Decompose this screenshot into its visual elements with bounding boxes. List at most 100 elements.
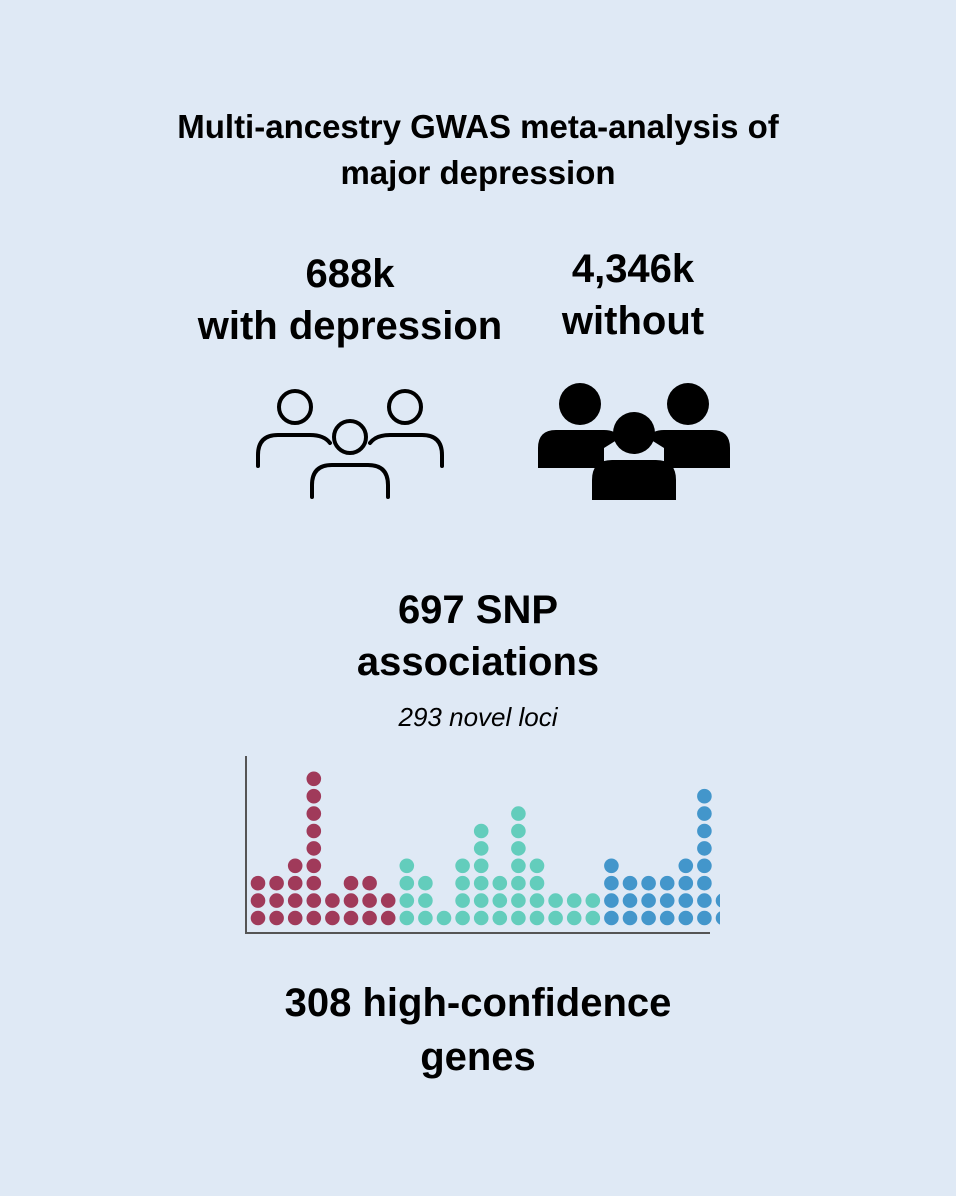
dot-marker (287, 910, 303, 926)
dot-marker (511, 806, 526, 821)
dot-marker (306, 788, 322, 804)
dot-marker (715, 893, 731, 908)
dot-marker (250, 910, 266, 926)
people-filled-icon (534, 378, 734, 502)
dot-marker (399, 875, 415, 891)
high-confidence-genes: 308 high-confidence genes (0, 976, 956, 1084)
dot-marker (697, 788, 712, 804)
dot-marker (715, 910, 731, 926)
title-line-1: Multi-ancestry GWAS meta-analysis of (177, 108, 779, 145)
people-outline-icon (252, 383, 448, 503)
dot-marker (604, 858, 619, 874)
dot-marker (492, 893, 508, 908)
dot-marker (287, 893, 303, 908)
dot-marker (678, 858, 694, 874)
dot-marker (473, 858, 489, 874)
dot-marker (306, 771, 322, 787)
dot-marker (269, 910, 284, 926)
dot-marker (548, 910, 563, 926)
dot-marker (269, 875, 284, 891)
dot-marker (622, 875, 638, 891)
dot-marker (287, 858, 303, 874)
dot-marker (473, 841, 489, 856)
snp-line-1: 697 SNP (397, 588, 559, 632)
dot-marker (529, 910, 545, 926)
dot-marker (269, 893, 284, 908)
controls-label: without (561, 299, 705, 343)
dot-marker (306, 858, 322, 874)
dot-marker (585, 910, 601, 926)
dot-marker (604, 875, 619, 891)
dot-marker (473, 910, 489, 926)
dot-marker (306, 875, 322, 891)
dot-marker (306, 841, 322, 856)
dot-marker (511, 841, 526, 856)
dot-marker (325, 893, 340, 908)
dot-marker (566, 893, 582, 908)
dot-marker (343, 910, 359, 926)
dot-marker (306, 910, 322, 926)
dot-marker (343, 875, 359, 891)
dot-marker (473, 875, 489, 891)
dot-marker (566, 910, 582, 926)
dot-marker (697, 841, 712, 856)
dot-marker (659, 893, 675, 908)
dot-marker (455, 910, 470, 926)
dot-marker (678, 875, 694, 891)
dot-marker (436, 910, 452, 926)
dot-series-group (250, 771, 768, 926)
dot-marker (529, 858, 545, 874)
dot-marker (380, 910, 396, 926)
novel-loci-note: 293 novel loci (398, 702, 558, 732)
dot-marker (455, 858, 470, 874)
dot-marker (418, 875, 433, 891)
title-line-2: major depression (340, 154, 616, 191)
dot-marker (362, 910, 377, 926)
genes-line-2: genes (420, 1035, 536, 1079)
cases-label: with depression (197, 304, 503, 348)
dot-marker (362, 875, 377, 891)
dot-marker (622, 893, 638, 908)
dot-marker (511, 823, 526, 839)
dot-marker (529, 893, 545, 908)
dot-marker (659, 910, 675, 926)
dot-marker (492, 910, 508, 926)
dot-marker (585, 893, 601, 908)
dot-marker (604, 893, 619, 908)
dot-marker (622, 910, 638, 926)
snp-line-2: associations (356, 640, 600, 684)
dot-marker (399, 858, 415, 874)
dot-marker (418, 893, 433, 908)
dot-marker (250, 893, 266, 908)
dot-marker (697, 806, 712, 821)
dot-marker (343, 893, 359, 908)
dot-marker (697, 823, 712, 839)
dot-marker (659, 875, 675, 891)
dot-marker (697, 910, 712, 926)
dot-marker (455, 875, 470, 891)
page-title: Multi-ancestry GWAS meta-analysis of maj… (0, 104, 956, 196)
dot-marker (697, 875, 712, 891)
dot-marker (511, 858, 526, 874)
dot-marker (604, 910, 619, 926)
dot-marker (641, 893, 656, 908)
dot-marker (418, 910, 433, 926)
dot-marker (306, 823, 322, 839)
dot-marker (511, 910, 526, 926)
dot-marker (492, 875, 508, 891)
dot-marker (678, 910, 694, 926)
dot-plot (230, 750, 768, 940)
dot-marker (697, 858, 712, 874)
genes-line-1: 308 high-confidence (284, 981, 672, 1025)
dot-marker (511, 893, 526, 908)
cases-count: 688k (305, 252, 395, 296)
controls-stat: 4,346k without (498, 243, 768, 347)
controls-count: 4,346k (571, 247, 695, 291)
dot-marker (678, 893, 694, 908)
dot-marker (399, 910, 415, 926)
dot-marker (455, 893, 470, 908)
dot-marker (641, 910, 656, 926)
dot-marker (380, 893, 396, 908)
dot-marker (473, 823, 489, 839)
